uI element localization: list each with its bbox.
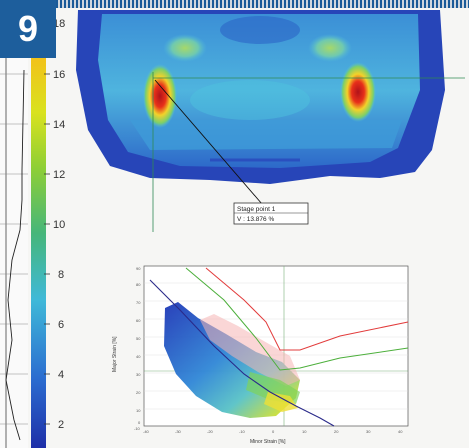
colorbar-tick-4: 4 [58, 369, 64, 381]
colorbar-tick-6: 6 [58, 319, 64, 331]
y-tick-10: 10 [136, 408, 141, 413]
y-tick-20: 20 [136, 390, 141, 395]
left-profile-panel [0, 58, 28, 448]
colorbar-tick-2: 2 [58, 419, 64, 431]
fld-curve-blue [149, 279, 335, 427]
y-tick-neg10: -10 [134, 426, 141, 431]
y-tick-80: 80 [136, 282, 141, 287]
strain-map [76, 10, 445, 184]
colorbar-tick-8: 8 [58, 269, 64, 281]
x-tick-40: 40 [398, 429, 403, 434]
callout-title: Stage point 1 [237, 206, 276, 213]
figure-number-badge: 9 [0, 0, 56, 58]
y-tick-30: 30 [136, 372, 141, 377]
x-tick-neg20: -20 [207, 429, 214, 434]
y-tick-0: 0 [138, 420, 141, 425]
y-tick-90: 90 [136, 266, 141, 271]
colorbar [31, 58, 46, 448]
y-tick-60: 60 [136, 318, 141, 323]
x-tick-30: 30 [366, 429, 371, 434]
x-tick-neg30: -30 [175, 429, 182, 434]
x-tick-0: 0 [272, 429, 275, 434]
fld-xlabel: Minor Strain [%] [250, 439, 286, 445]
x-tick-10: 10 [302, 429, 307, 434]
colorbar-tick-10: 10 [53, 219, 65, 231]
top-hatch-border [0, 0, 469, 8]
x-tick-neg10: -10 [239, 429, 246, 434]
colorbar-tick-16: 16 [53, 69, 65, 81]
hot-spot-left [143, 64, 177, 128]
profile-curve [5, 69, 25, 441]
colorbar-tick-18: 18 [53, 18, 65, 30]
colorbar-tick-14: 14 [53, 119, 65, 131]
colorbar-tick-12: 12 [53, 169, 65, 181]
y-tick-50: 50 [136, 336, 141, 341]
x-tick-neg40: -40 [143, 429, 150, 434]
fld-ylabel: Major Strain [%] [112, 336, 118, 372]
fld-curve-red [205, 267, 409, 351]
callout-leader [154, 79, 263, 205]
crosshair-guides [152, 72, 465, 232]
y-tick-70: 70 [136, 300, 141, 305]
fld-inset: 90 80 70 60 50 40 30 20 10 0 -10 -40 -30… [112, 265, 409, 445]
x-tick-20: 20 [334, 429, 339, 434]
y-tick-40: 40 [136, 354, 141, 359]
hot-spot-right [340, 62, 376, 122]
callout-box: Stage point 1 V : 13.876 % [233, 202, 309, 225]
callout-value: V : 13.876 % [237, 216, 274, 223]
fld-curve-green [185, 267, 409, 371]
